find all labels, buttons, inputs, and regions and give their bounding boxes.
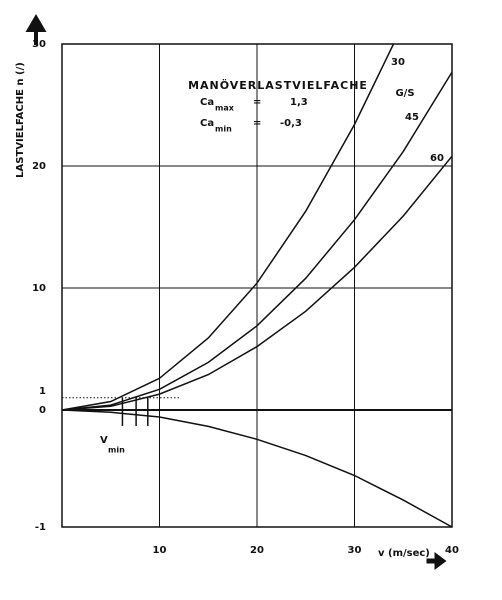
y-arrow <box>25 14 47 45</box>
x-tick-label: 40 <box>445 545 459 556</box>
reference-label: 1 <box>39 386 46 397</box>
chart-title: MANÖVERLASTVIELFACHE <box>188 78 368 92</box>
x-tick-label: 30 <box>348 545 362 556</box>
param-sub: min <box>215 125 232 134</box>
y-tick-label: 0 <box>39 405 46 416</box>
param-symbol: Ca <box>200 118 214 129</box>
param-value: 1,3 <box>290 97 308 108</box>
param-sign: = <box>253 97 261 108</box>
x-tick-label: 20 <box>250 545 264 556</box>
y-tick-label: -1 <box>35 522 46 533</box>
x-arrow <box>426 552 447 570</box>
series-line <box>61 71 453 411</box>
x-axis-label: v (m/sec) <box>378 548 430 559</box>
series-line <box>61 43 395 411</box>
y-tick-label: 20 <box>32 161 46 172</box>
param-sign: = <box>253 118 261 129</box>
y-tick-label: 30 <box>32 39 46 50</box>
y-tick-label: 10 <box>32 283 46 294</box>
series-line <box>61 155 453 411</box>
param-symbol: Ca <box>200 97 214 108</box>
vmin-label-sub: min <box>108 446 125 455</box>
param-value: -0,3 <box>280 118 302 129</box>
vmin-label: V <box>100 435 108 446</box>
series-line <box>61 409 453 528</box>
x-tick-label: 10 <box>153 545 167 556</box>
param-sub: max <box>215 104 235 113</box>
series-label: 30 <box>391 57 405 68</box>
series-label: 45 <box>405 112 419 123</box>
y-axis-label: LASTVIELFACHE n (/) <box>15 62 26 178</box>
legend-title: G/S <box>395 88 414 99</box>
series-label: 60 <box>430 153 444 164</box>
